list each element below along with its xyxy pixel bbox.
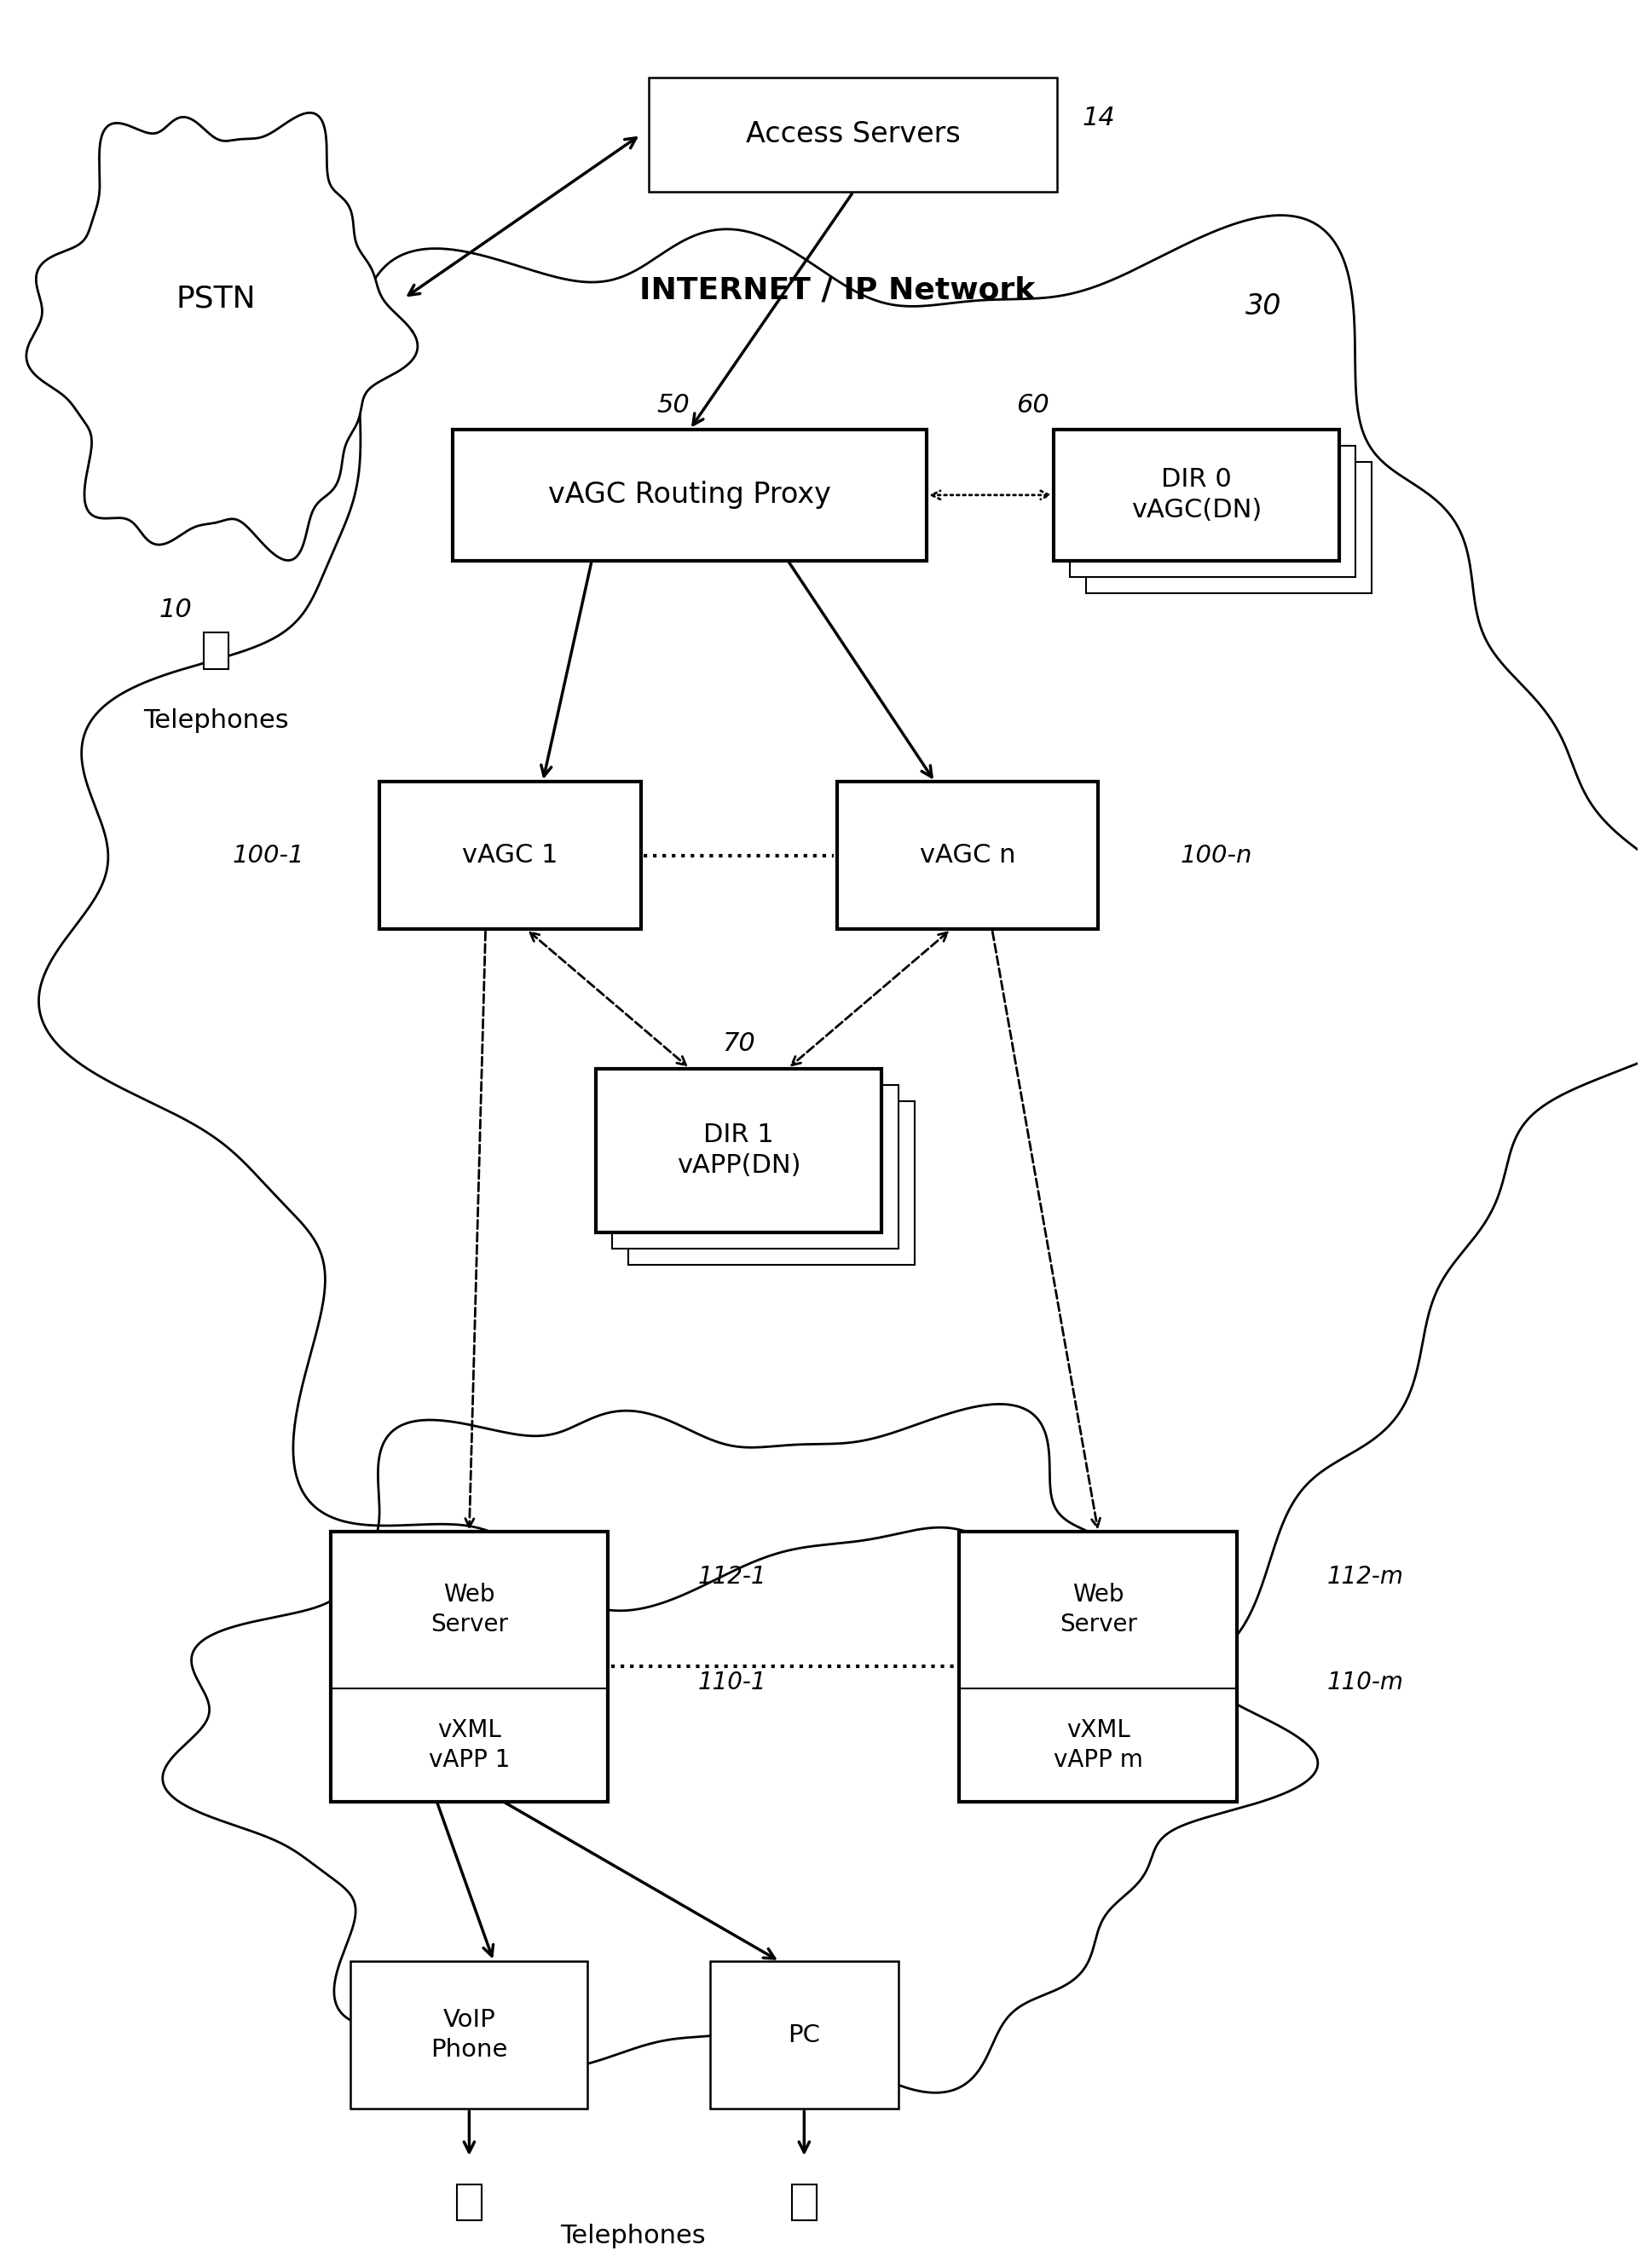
Text: vXML
vAPP 1: vXML vAPP 1 bbox=[428, 1719, 510, 1771]
Bar bbox=[1054, 429, 1339, 560]
Text: 30: 30 bbox=[1246, 293, 1282, 320]
Text: 110-m: 110-m bbox=[1328, 1672, 1403, 1694]
Text: Telephones: Telephones bbox=[560, 2223, 706, 2248]
Polygon shape bbox=[26, 113, 417, 560]
Text: DIR 1
vAPP(DN): DIR 1 vAPP(DN) bbox=[676, 1123, 801, 1177]
Text: 70: 70 bbox=[722, 1032, 755, 1057]
Bar bbox=[612, 1084, 898, 1250]
Bar bbox=[629, 1102, 914, 1266]
Bar bbox=[648, 77, 1057, 193]
Bar bbox=[711, 1962, 898, 2109]
Text: vAGC n: vAGC n bbox=[919, 844, 1016, 869]
Bar bbox=[791, 2184, 817, 2220]
Text: 110-1: 110-1 bbox=[697, 1672, 766, 1694]
Text: vXML
vAPP m: vXML vAPP m bbox=[1054, 1719, 1144, 1771]
Text: 112-1: 112-1 bbox=[697, 1565, 766, 1588]
Bar bbox=[837, 782, 1098, 930]
Bar bbox=[330, 1531, 609, 1801]
Bar bbox=[1070, 447, 1355, 576]
Text: INTERNET / IP Network: INTERNET / IP Network bbox=[638, 277, 1035, 304]
Polygon shape bbox=[162, 1404, 1318, 2093]
Text: 14: 14 bbox=[1081, 107, 1114, 132]
Bar bbox=[1086, 463, 1372, 594]
Text: 10: 10 bbox=[159, 596, 192, 621]
Bar bbox=[351, 1962, 587, 2109]
Text: Web
Server: Web Server bbox=[430, 1583, 509, 1637]
Bar bbox=[960, 1531, 1237, 1801]
Text: PSTN: PSTN bbox=[176, 284, 256, 313]
Text: vAGC 1: vAGC 1 bbox=[463, 844, 558, 869]
Text: 112-m: 112-m bbox=[1328, 1565, 1403, 1588]
Bar bbox=[456, 2184, 482, 2220]
Text: Web
Server: Web Server bbox=[1060, 1583, 1137, 1637]
Text: vAGC Routing Proxy: vAGC Routing Proxy bbox=[548, 481, 832, 508]
Text: 50: 50 bbox=[656, 392, 691, 417]
Bar bbox=[379, 782, 640, 930]
Text: 100-1: 100-1 bbox=[233, 844, 304, 866]
Text: DIR 0
vAGC(DN): DIR 0 vAGC(DN) bbox=[1131, 467, 1262, 522]
Text: Access Servers: Access Servers bbox=[747, 120, 960, 150]
Bar bbox=[596, 1068, 881, 1232]
Text: 100-n: 100-n bbox=[1180, 844, 1252, 866]
Text: VoIP
Phone: VoIP Phone bbox=[430, 2009, 507, 2062]
Text: PC: PC bbox=[788, 2023, 820, 2048]
Text: Telephones: Telephones bbox=[143, 708, 289, 733]
Bar bbox=[203, 633, 228, 669]
Polygon shape bbox=[39, 215, 1641, 1662]
Bar bbox=[453, 429, 927, 560]
Text: 60: 60 bbox=[1016, 392, 1050, 417]
